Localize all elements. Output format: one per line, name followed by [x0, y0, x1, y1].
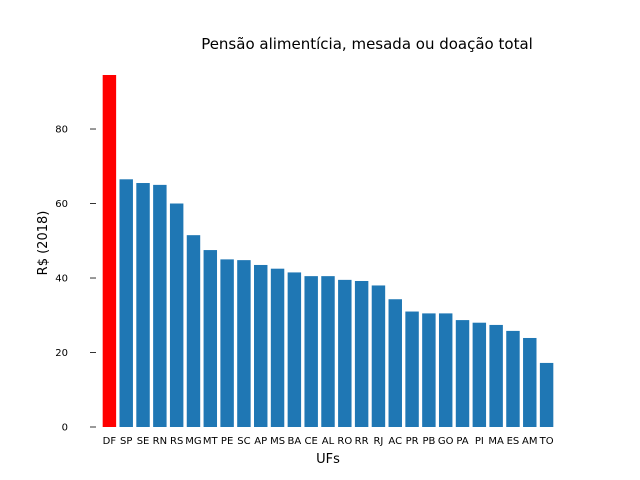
x-tick-label: MG — [185, 436, 201, 447]
bar-es — [506, 330, 520, 427]
bar-sc — [237, 260, 251, 427]
bar-rj — [371, 285, 386, 427]
x-tick-label: MS — [270, 436, 285, 447]
bar-rn — [153, 184, 167, 427]
x-tick-label: SE — [137, 436, 150, 447]
bar-mt — [203, 250, 218, 427]
bar-rr — [354, 280, 369, 427]
x-tick-label: TO — [539, 436, 554, 447]
x-tick-label: PA — [456, 436, 468, 447]
x-axis: DF SP SE RN RS MG MT PE SC AP MS BA CE AL RO RR RJ AC PR PB… — [103, 436, 554, 447]
bar-am — [523, 337, 537, 427]
bar-pe — [220, 259, 234, 427]
x-tick-label: PI — [475, 436, 484, 447]
y-axis-label: R$ (2018) — [36, 211, 51, 276]
x-tick-label: RN — [153, 436, 167, 447]
x-tick-label: AM — [522, 436, 537, 447]
x-tick-label: MA — [488, 436, 504, 447]
x-tick-label: MT — [203, 436, 219, 447]
x-tick-label: RR — [355, 436, 369, 447]
bar-rs — [169, 203, 184, 427]
x-tick-label: AL — [322, 436, 335, 447]
x-tick-label: RJ — [373, 436, 383, 447]
x-tick-label: ES — [507, 436, 520, 447]
x-tick-label: RO — [337, 436, 352, 447]
x-tick-label: BA — [288, 436, 302, 447]
bar-ms — [270, 268, 285, 427]
y-tick-label: 80 — [55, 125, 68, 136]
y-tick-label: 60 — [55, 199, 68, 210]
x-tick-label: SP — [120, 436, 132, 447]
bar-pb — [422, 313, 436, 427]
x-tick-label: PB — [422, 436, 435, 447]
bar-df — [102, 75, 117, 427]
bar-ce — [304, 276, 318, 427]
bar-ro — [338, 279, 352, 427]
bar-pr — [405, 311, 419, 427]
y-axis: 0 20 40 60 80 — [55, 125, 96, 434]
bar-se — [136, 183, 150, 427]
x-tick-label: SC — [237, 436, 250, 447]
x-tick-label: CE — [305, 436, 318, 447]
y-tick-label: 20 — [55, 348, 68, 359]
bar-mg — [186, 235, 201, 427]
bar-to — [539, 362, 554, 427]
x-tick-label: GO — [438, 436, 454, 447]
bar-ac — [388, 299, 402, 427]
y-tick-label: 0 — [62, 423, 68, 434]
bar-go — [438, 313, 453, 427]
bar-ap — [254, 264, 268, 427]
x-tick-label: AC — [388, 436, 402, 447]
x-tick-label: AP — [254, 436, 267, 447]
y-tick-label: 40 — [55, 274, 68, 285]
bar-ma — [489, 324, 503, 427]
bar-al — [321, 276, 335, 427]
bar-pi — [472, 322, 487, 427]
x-tick-label: RS — [170, 436, 183, 447]
x-tick-label: PE — [221, 436, 233, 447]
bars-group — [102, 75, 554, 427]
x-tick-label: DF — [103, 436, 117, 447]
chart-title: Pensão alimentícia, mesada ou doação tot… — [201, 35, 533, 53]
x-tick-label: PR — [406, 436, 419, 447]
x-axis-label: UFs — [316, 452, 340, 467]
bar-pa — [455, 320, 470, 427]
bar-sp — [119, 179, 133, 427]
bar-ba — [287, 272, 302, 427]
